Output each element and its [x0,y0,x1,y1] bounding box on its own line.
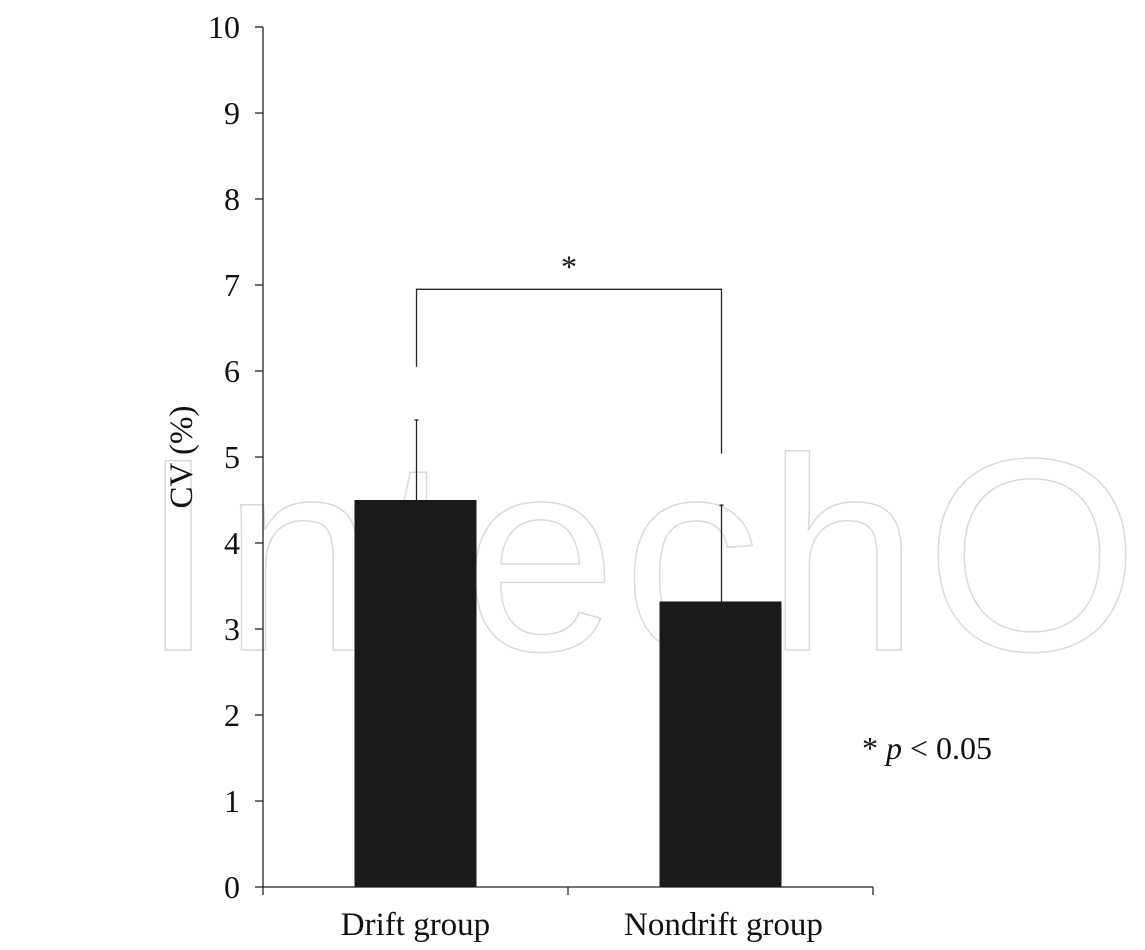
y-ticks: 0 1 2 3 4 5 6 7 8 9 10 [208,9,263,905]
y-tick-label: 5 [224,439,240,475]
significance-star: * [561,248,577,284]
p-value-note: * p < 0.05 [862,730,992,766]
y-tick-label: 1 [224,783,240,819]
bars [354,500,782,887]
y-tick-label: 0 [224,869,240,905]
y-tick-label: 2 [224,697,240,733]
y-tick-label: 10 [208,9,240,45]
p-value-prefix: * [862,730,886,766]
y-tick-label: 9 [224,95,240,131]
category-label-1: Drift group [341,907,490,943]
significance-bracket: * [415,248,723,454]
category-label-2: Nondrift group [624,907,823,943]
y-tick-label: 4 [224,525,240,561]
bar-1 [354,500,477,887]
p-value-suffix: < 0.05 [902,730,992,766]
y-tick-label: 6 [224,353,240,389]
bar-2 [659,601,782,887]
p-value-symbol: p [884,730,902,766]
y-axis-label: CV (%) [164,406,200,509]
bracket-line [415,288,723,454]
x-categories: Drift group Nondrift group [341,907,823,943]
error-bars [414,419,724,602]
y-tick-label: 8 [224,181,240,217]
y-tick-label: 7 [224,267,240,303]
y-tick-label: 3 [224,611,240,647]
